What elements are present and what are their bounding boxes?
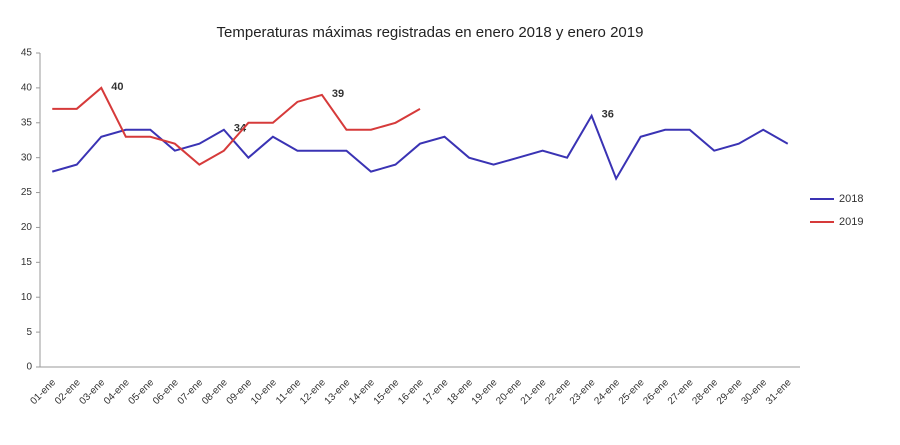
x-tick-label: 28-ene xyxy=(690,377,720,407)
x-tick-label: 24-ene xyxy=(592,377,622,407)
x-tick-label: 01-ene xyxy=(28,377,58,407)
x-tick-label: 06-ene xyxy=(151,377,181,407)
x-tick-label: 07-ene xyxy=(176,377,206,407)
data-label: 40 xyxy=(111,81,123,93)
x-tick-label: 27-ene xyxy=(666,377,696,407)
x-tick-label: 15-ene xyxy=(372,377,402,407)
x-tick-label: 05-ene xyxy=(127,377,157,407)
y-tick-label: 30 xyxy=(21,152,33,163)
y-tick-label: 25 xyxy=(21,187,33,198)
data-label: 36 xyxy=(602,109,614,121)
x-tick-label: 13-ene xyxy=(323,377,353,407)
y-tick-label: 10 xyxy=(21,292,33,303)
x-tick-label: 02-ene xyxy=(53,377,83,407)
series-line xyxy=(51,113,789,181)
data-label: 39 xyxy=(332,88,344,100)
legend-label: 2019 xyxy=(839,216,863,228)
x-tick-label: 11-ene xyxy=(274,377,304,407)
chart-title: Temperaturas máximas registradas en ener… xyxy=(217,24,644,41)
x-tick-label: 18-ene xyxy=(445,377,475,407)
y-tick-label: 0 xyxy=(26,362,32,373)
x-tick-label: 26-ene xyxy=(641,377,671,407)
x-tick-label: 21-ene xyxy=(519,377,549,407)
x-tick-label: 17-ene xyxy=(421,377,451,407)
x-tick-label: 03-ene xyxy=(77,377,107,407)
y-tick-label: 20 xyxy=(21,222,33,233)
legend-label: 2018 xyxy=(839,193,863,205)
data-label: 34 xyxy=(234,123,247,135)
y-tick-label: 15 xyxy=(21,257,33,268)
x-tick-label: 20-ene xyxy=(494,377,524,407)
x-tick-label: 09-ene xyxy=(225,377,255,407)
x-tick-label: 14-ene xyxy=(347,377,377,407)
y-tick-label: 5 xyxy=(26,327,32,338)
y-tick-label: 40 xyxy=(21,83,33,94)
x-tick-label: 12-ene xyxy=(298,377,328,407)
x-tick-label: 23-ene xyxy=(568,377,598,407)
y-tick-label: 45 xyxy=(21,48,33,59)
x-tick-label: 16-ene xyxy=(396,377,426,407)
x-tick-label: 30-ene xyxy=(739,377,769,407)
x-tick-label: 10-ene xyxy=(249,377,279,407)
x-tick-label: 25-ene xyxy=(617,377,647,407)
y-tick-label: 35 xyxy=(21,117,33,128)
series-line xyxy=(52,86,421,166)
x-tick-label: 19-ene xyxy=(470,377,500,407)
x-tick-label: 29-ene xyxy=(715,377,745,407)
x-tick-label: 31-ene xyxy=(764,377,794,407)
x-tick-label: 22-ene xyxy=(543,377,573,407)
x-tick-label: 04-ene xyxy=(102,377,132,407)
x-tick-label: 08-ene xyxy=(200,377,230,407)
